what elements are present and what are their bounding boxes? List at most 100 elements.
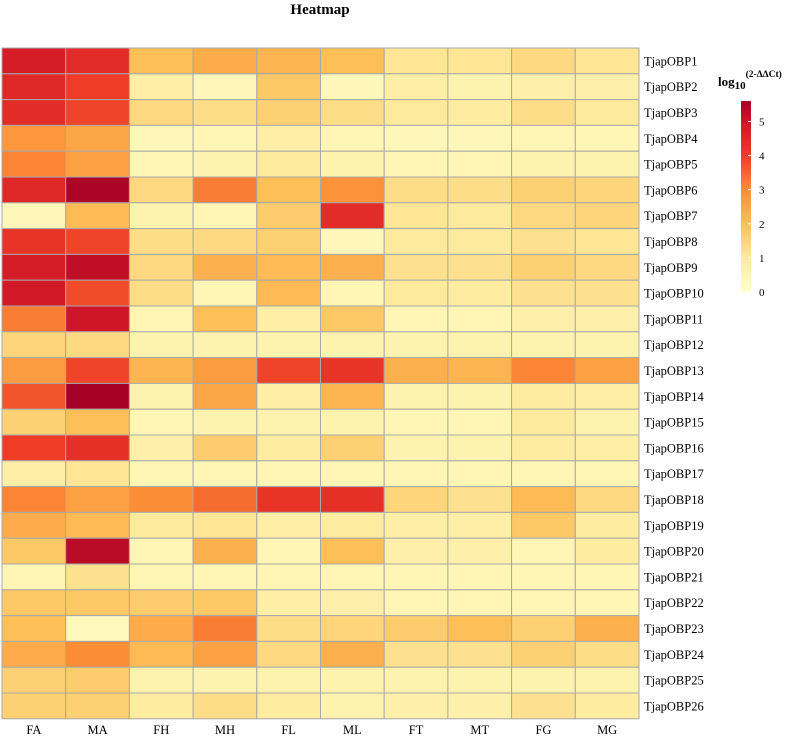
heatmap-cell-TjapOBP24-FG xyxy=(511,640,576,668)
heatmap-cell-TjapOBP2-MH xyxy=(192,73,258,101)
heatmap-cell-TjapOBP14-ML xyxy=(320,382,385,410)
heatmap-cell-TjapOBP23-MH xyxy=(192,615,258,642)
row-label-TjapOBP3: TjapOBP3 xyxy=(644,106,697,120)
heatmap-cell-TjapOBP13-MT xyxy=(447,357,513,384)
heatmap-cell-TjapOBP25-FG xyxy=(511,666,576,694)
heatmap-cell-TjapOBP4-ML xyxy=(320,124,385,152)
heatmap-cell-TjapOBP2-FT xyxy=(383,73,449,101)
heatmap-cell-TjapOBP23-FL xyxy=(256,615,321,642)
heatmap-cell-TjapOBP18-FH xyxy=(128,486,194,513)
row-label-TjapOBP6: TjapOBP6 xyxy=(644,183,697,197)
heatmap-cell-TjapOBP14-FA xyxy=(1,382,67,410)
column-label-MT: MT xyxy=(470,723,489,737)
row-label-TjapOBP18: TjapOBP18 xyxy=(644,493,704,507)
heatmap-cell-TjapOBP3-ML xyxy=(320,99,385,126)
heatmap-cell-TjapOBP14-MA xyxy=(65,382,130,410)
heatmap-cell-TjapOBP5-FA xyxy=(1,150,67,178)
heatmap-cell-TjapOBP23-FH xyxy=(128,615,194,642)
heatmap-cell-TjapOBP23-MT xyxy=(447,615,513,642)
column-label-MG: MG xyxy=(597,723,617,737)
heatmap-cell-TjapOBP16-FT xyxy=(383,434,449,462)
heatmap-cell-TjapOBP10-MG xyxy=(574,279,640,307)
heatmap-cell-TjapOBP8-FT xyxy=(383,228,449,255)
heatmap-cell-TjapOBP19-FG xyxy=(511,511,576,539)
column-label-FA: FA xyxy=(26,723,41,737)
heatmap-cell-TjapOBP21-MG xyxy=(574,563,640,591)
legend-tick-label-0: 0 xyxy=(759,287,765,299)
heatmap-cell-TjapOBP20-MA xyxy=(65,537,130,565)
heatmap-cell-TjapOBP16-MH xyxy=(192,434,258,462)
heatmap-cell-TjapOBP7-FT xyxy=(383,202,449,230)
heatmap-cell-TjapOBP7-MG xyxy=(574,202,640,230)
row-label-TjapOBP9: TjapOBP9 xyxy=(644,261,697,275)
heatmap-cell-TjapOBP11-MH xyxy=(192,305,258,333)
heatmap-cell-TjapOBP8-MH xyxy=(192,228,258,255)
heatmap-cell-TjapOBP26-FG xyxy=(511,692,576,720)
heatmap-cell-TjapOBP25-FT xyxy=(383,666,449,694)
heatmap-cell-TjapOBP17-MA xyxy=(65,460,130,488)
heatmap-cell-TjapOBP6-FG xyxy=(511,176,576,204)
heatmap-cell-TjapOBP9-ML xyxy=(320,253,385,281)
heatmap-cell-TjapOBP12-FH xyxy=(128,331,194,359)
heatmap-cell-TjapOBP11-MG xyxy=(574,305,640,333)
column-labels: FA MA FH MH FL ML FT MT FG MG xyxy=(26,723,617,737)
heatmap-cell-TjapOBP1-FL xyxy=(256,47,321,75)
row-label-TjapOBP21: TjapOBP21 xyxy=(644,570,704,584)
heatmap-cell-TjapOBP3-MT xyxy=(447,99,513,126)
heatmap-cell-TjapOBP22-ML xyxy=(320,589,385,617)
heatmap-cell-TjapOBP15-MA xyxy=(65,408,130,436)
heatmap-cell-TjapOBP25-ML xyxy=(320,666,385,694)
heatmap-cell-TjapOBP26-ML xyxy=(320,692,385,720)
heatmap-cell-TjapOBP25-MH xyxy=(192,666,258,694)
row-label-TjapOBP13: TjapOBP13 xyxy=(644,364,704,378)
heatmap-cell-TjapOBP6-ML xyxy=(320,176,385,204)
heatmap-cell-TjapOBP23-FT xyxy=(383,615,449,642)
row-label-TjapOBP22: TjapOBP22 xyxy=(644,596,704,610)
heatmap-cell-TjapOBP1-FA xyxy=(1,47,67,75)
heatmap-cell-TjapOBP17-ML xyxy=(320,460,385,488)
heatmap-cell-TjapOBP15-FA xyxy=(1,408,67,436)
row-label-TjapOBP19: TjapOBP19 xyxy=(644,519,704,533)
heatmap-cell-TjapOBP20-FL xyxy=(256,537,321,565)
heatmap-cell-TjapOBP12-MT xyxy=(447,331,513,359)
heatmap-cell-TjapOBP1-FH xyxy=(128,47,194,75)
heatmap-cell-TjapOBP4-FH xyxy=(128,124,194,152)
heatmap-cell-TjapOBP17-FG xyxy=(511,460,576,488)
heatmap-cell-TjapOBP18-FG xyxy=(511,486,576,513)
heatmap-cell-TjapOBP12-FG xyxy=(511,331,576,359)
heatmap-cell-TjapOBP14-FT xyxy=(383,382,449,410)
heatmap-cell-TjapOBP16-FA xyxy=(1,434,67,462)
heatmap-cell-TjapOBP20-FH xyxy=(128,537,194,565)
heatmap-cell-TjapOBP17-MH xyxy=(192,460,258,488)
heatmap-cell-TjapOBP9-FH xyxy=(128,253,194,281)
heatmap-cell-TjapOBP2-FH xyxy=(128,73,194,101)
heatmap-cell-TjapOBP5-FT xyxy=(383,150,449,178)
row-label-TjapOBP8: TjapOBP8 xyxy=(644,235,697,249)
heatmap-cell-TjapOBP21-FL xyxy=(256,563,321,591)
heatmap-cell-TjapOBP18-MA xyxy=(65,486,130,513)
heatmap-cell-TjapOBP15-FT xyxy=(383,408,449,436)
heatmap-cell-TjapOBP11-MT xyxy=(447,305,513,333)
chart-title: Heatmap xyxy=(290,2,349,18)
heatmap-cell-TjapOBP21-MH xyxy=(192,563,258,591)
heatmap-cell-TjapOBP24-MH xyxy=(192,640,258,668)
heatmap-cell-TjapOBP7-MA xyxy=(65,202,130,230)
heatmap-cell-TjapOBP3-FT xyxy=(383,99,449,126)
column-label-FG: FG xyxy=(535,723,551,737)
heatmap-cell-TjapOBP17-FT xyxy=(383,460,449,488)
heatmap-cell-TjapOBP19-FA xyxy=(1,511,67,539)
heatmap-cell-TjapOBP15-ML xyxy=(320,408,385,436)
heatmap-cell-TjapOBP4-FL xyxy=(256,124,321,152)
heatmap-cell-TjapOBP24-FL xyxy=(256,640,321,668)
heatmap-cell-TjapOBP10-FH xyxy=(128,279,194,307)
heatmap-cell-TjapOBP7-FA xyxy=(1,202,67,230)
heatmap-cell-TjapOBP17-FL xyxy=(256,460,321,488)
row-label-TjapOBP12: TjapOBP12 xyxy=(644,338,704,352)
heatmap-cell-TjapOBP2-FG xyxy=(511,73,576,101)
heatmap-cell-TjapOBP4-MH xyxy=(192,124,258,152)
heatmap-cell-TjapOBP20-FA xyxy=(1,537,67,565)
heatmap-cell-TjapOBP14-MT xyxy=(447,382,513,410)
heatmap-cell-TjapOBP22-MG xyxy=(574,589,640,617)
heatmap-cell-TjapOBP8-MT xyxy=(447,228,513,255)
heatmap-cell-TjapOBP25-MG xyxy=(574,666,640,694)
